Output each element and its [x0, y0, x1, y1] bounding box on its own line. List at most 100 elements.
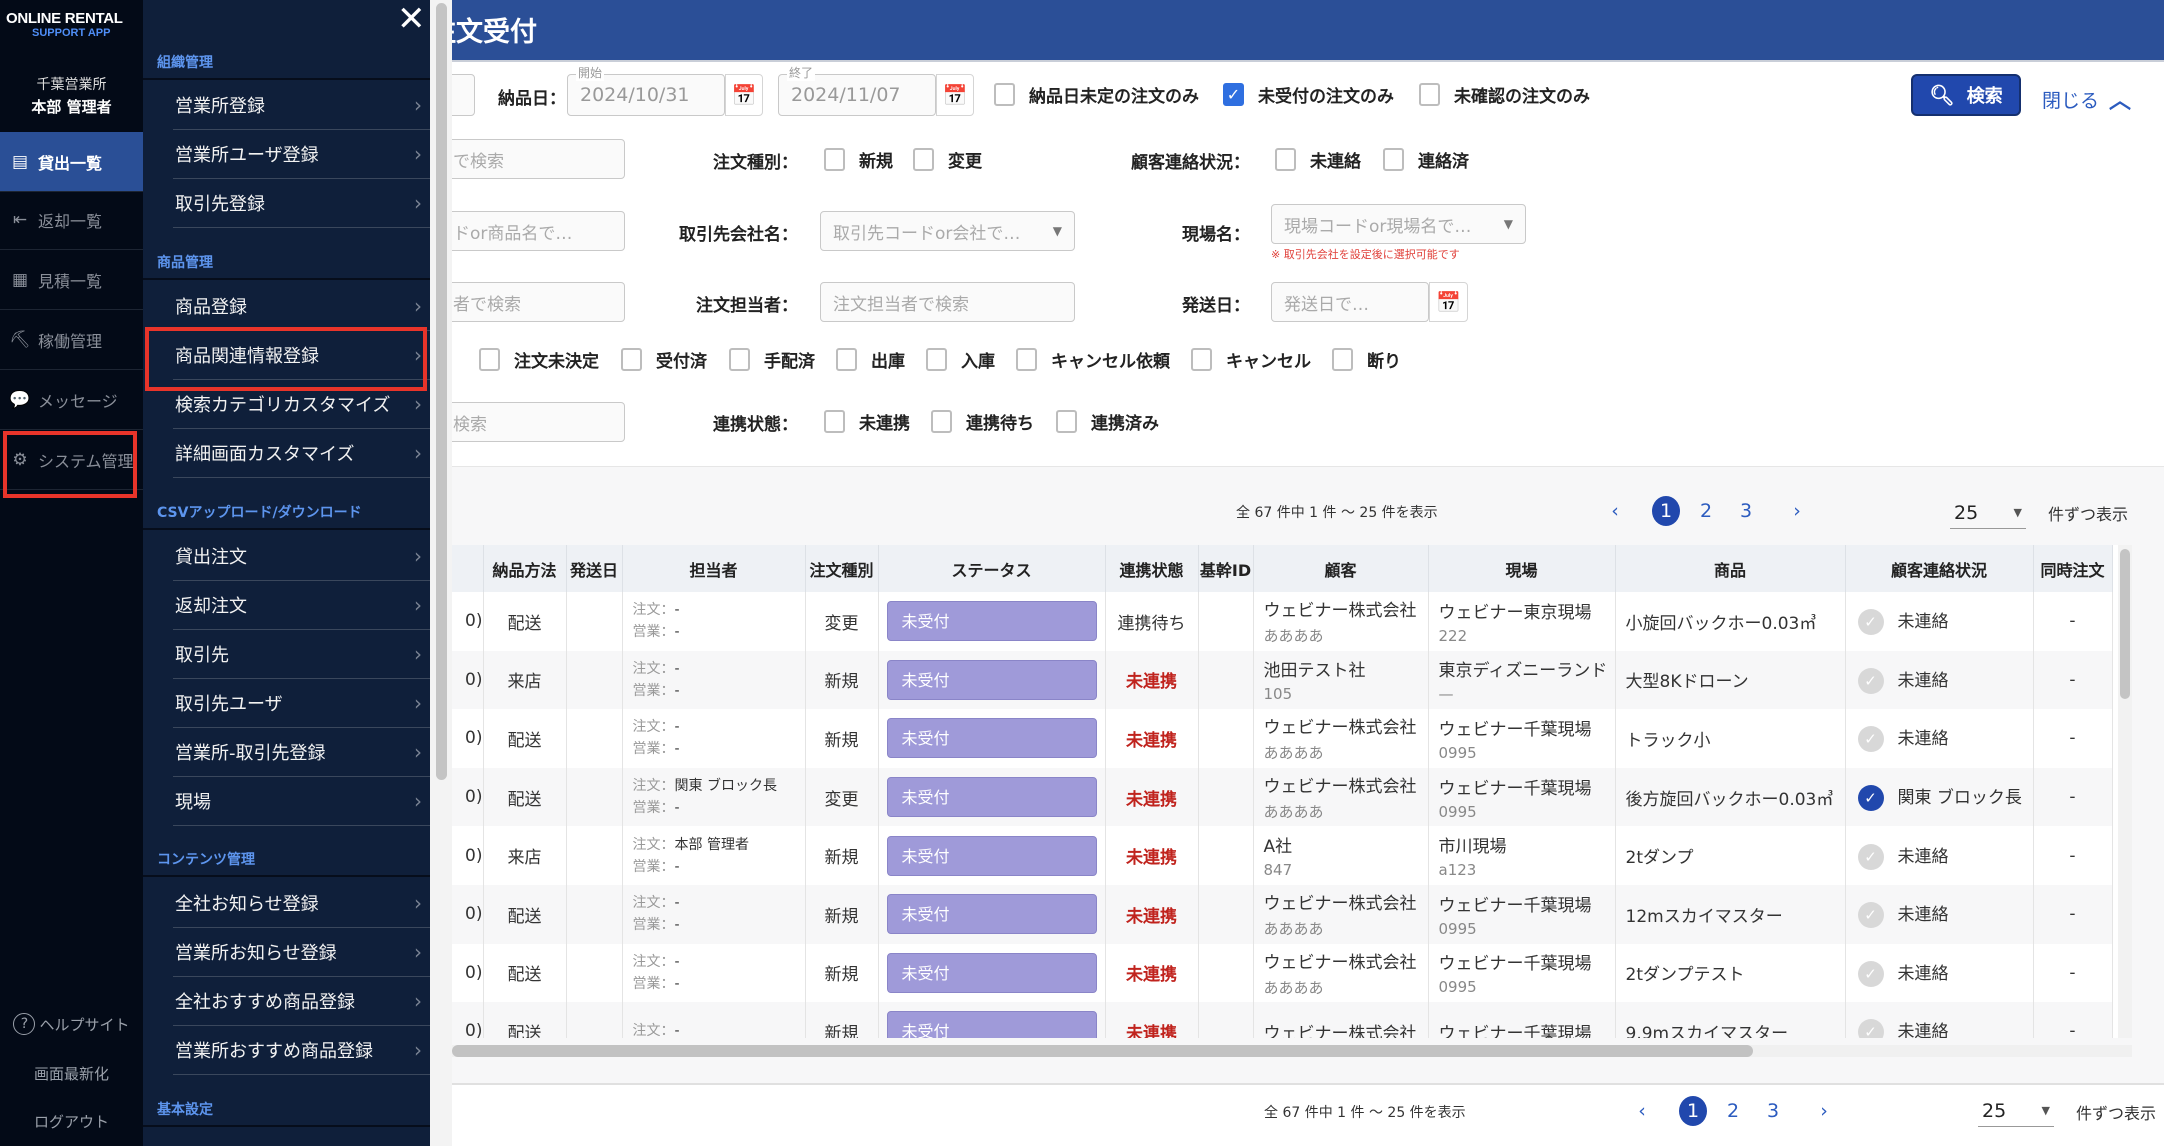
status-badge[interactable]: 未受付	[886, 777, 1097, 818]
prev-page-icon[interactable]: ‹	[1611, 500, 1619, 522]
check-circle-icon[interactable]: ✓	[1857, 785, 1884, 812]
left-search-input-2[interactable]: ドor商品名で…	[440, 211, 625, 251]
order-staff-input[interactable]: 注文担当者で検索	[820, 282, 1075, 322]
page-1[interactable]: 1	[1652, 496, 1680, 526]
close-filters-link[interactable]: 閉じる ︿	[2042, 83, 2131, 115]
checkbox-box[interactable]	[1383, 148, 1404, 171]
per-page-select-bottom[interactable]: 25 ▼	[1978, 1095, 2054, 1127]
menu-item[interactable]: 営業所ユーザ登録 ›	[173, 130, 430, 179]
refresh-link[interactable]: 画面最新化	[33, 1065, 109, 1083]
next-page-icon[interactable]: ›	[1820, 1100, 1828, 1122]
checkbox-box[interactable]	[479, 348, 500, 371]
check-circle-icon[interactable]: ✓	[1857, 609, 1884, 636]
status-badge[interactable]: 未受付	[886, 894, 1097, 935]
column-header[interactable]	[452, 545, 484, 592]
table-row[interactable]: 0) 配送 注文：- 営業：- 変更 未受付 連携待ち ウェビナー株式会社 ああああ ウェビナー東…	[452, 592, 2113, 651]
check-circle-icon[interactable]: ✓	[1857, 902, 1884, 929]
left-search-input-1[interactable]: で検索	[440, 139, 625, 179]
link-status-checkbox[interactable]: 未連携	[824, 409, 910, 434]
menu-item[interactable]: 貸出注文 ›	[173, 532, 430, 581]
sidebar-item-0[interactable]: ▤ 貸出一覧	[0, 132, 143, 192]
checkbox-box[interactable]	[1419, 83, 1440, 106]
checkbox-box[interactable]	[931, 410, 952, 433]
column-header[interactable]: 発送日	[566, 545, 623, 592]
checkbox-box[interactable]	[621, 348, 642, 371]
client-select[interactable]: 取引先コードor会社で… ▼	[820, 211, 1075, 251]
table-row[interactable]: 0) 配送 注文：- 新規 未受付 未連携 ウェビナー株式会社 ウェビナー千葉現場 9.9mスカ…	[452, 1002, 2113, 1038]
menu-item[interactable]: 営業所-取引先登録 ›	[173, 728, 430, 777]
column-header[interactable]: 担当者	[622, 545, 806, 592]
status-checkbox[interactable]: 入庫	[926, 347, 995, 372]
scrollbar-thumb[interactable]	[436, 3, 447, 780]
sidebar-item-2[interactable]: ▦ 見積一覧	[0, 250, 143, 310]
status-badge[interactable]: 未受付	[886, 601, 1097, 642]
delivery-end-input[interactable]: 2024/11/07	[778, 74, 936, 116]
status-checkbox[interactable]: 断り	[1332, 347, 1401, 372]
per-page-select[interactable]: 25 ▼	[1950, 497, 2026, 529]
menu-item[interactable]: 現場 ›	[173, 777, 430, 826]
checkbox-box[interactable]	[729, 348, 750, 371]
order-type-new-checkbox[interactable]: 新規	[824, 147, 893, 172]
menu-item[interactable]: 詳細画面カスタマイズ ›	[173, 429, 430, 478]
sidebar-item-5[interactable]: ⚙ システム管理	[0, 430, 143, 490]
scrollbar-thumb[interactable]	[2120, 549, 2130, 699]
checkbox-box[interactable]	[994, 83, 1015, 106]
status-checkbox[interactable]: 出庫	[836, 347, 905, 372]
site-select[interactable]: 現場コードor現場名で… ▼	[1271, 204, 1526, 244]
checkbox-box[interactable]	[1191, 348, 1212, 371]
check-circle-icon[interactable]: ✓	[1857, 843, 1884, 870]
menu-item[interactable]: 営業所登録 ›	[173, 81, 430, 130]
link-status-checkbox[interactable]: 連携済み	[1056, 409, 1159, 434]
table-row[interactable]: 0) 配送 注文：関東 ブロック長 営業：- 変更 未受付 未連携 ウェビナー株式会社 ああああ…	[452, 767, 2113, 827]
page-1[interactable]: 1	[1679, 1096, 1707, 1126]
column-header[interactable]: 同時注文	[2033, 545, 2113, 592]
menu-item[interactable]: 営業所おすすめ商品登録 ›	[173, 1026, 430, 1075]
page-3[interactable]: 3	[1766, 1100, 1780, 1122]
page-2[interactable]: 2	[1699, 500, 1713, 522]
checkbox-box[interactable]	[1016, 348, 1037, 371]
left-search-input-3[interactable]: 者で検索	[440, 282, 625, 322]
check-circle-icon[interactable]: ✓	[1857, 667, 1884, 694]
menu-item[interactable]: 返却注文 ›	[173, 581, 430, 630]
column-header[interactable]: 基幹ID	[1198, 545, 1254, 592]
calendar-icon[interactable]: 📅	[725, 74, 763, 116]
table-row[interactable]: 0) 配送 注文：- 営業：- 新規 未受付 未連携 ウェビナー株式会社 ああああ ウェビナー千葉…	[452, 943, 2113, 1003]
column-header[interactable]: 現場	[1428, 545, 1616, 592]
status-badge[interactable]: 未受付	[886, 659, 1097, 700]
status-checkbox[interactable]: 手配済	[729, 347, 815, 372]
checkbox-box[interactable]	[824, 148, 845, 171]
search-button[interactable]: 🔍︎ 検索	[1911, 74, 2021, 116]
page-scrollbar[interactable]	[430, 0, 452, 1146]
logout-link[interactable]: ログアウト	[33, 1113, 109, 1131]
sidebar-item-1[interactable]: ⇤ 返却一覧	[0, 190, 143, 250]
scrollbar-thumb[interactable]	[452, 1045, 1753, 1057]
checkbox-box[interactable]	[926, 348, 947, 371]
status-checkbox[interactable]: キャンセル依頼	[1016, 347, 1170, 372]
check-circle-icon[interactable]: ✓	[1857, 1019, 1884, 1038]
close-icon[interactable]: ✕	[397, 0, 426, 39]
table-row[interactable]: 0) 来店 注文：本部 管理者 営業：- 新規 未受付 未連携 A社 847 市川現場 a123 2t…	[452, 826, 2113, 885]
sidebar-item-3[interactable]: ⛏ 稼働管理	[0, 310, 143, 370]
column-header[interactable]: ステータス	[878, 545, 1106, 592]
sidebar-item-4[interactable]: 💬 メッセージ	[0, 370, 143, 430]
table-row[interactable]: 0) 来店 注文：- 営業：- 新規 未受付 未連携 池田テスト社 105 東京ディズニーランド —…	[452, 650, 2113, 710]
table-row[interactable]: 0) 配送 注文：- 営業：- 新規 未受付 未連携 ウェビナー株式会社 ああああ ウェビナー千葉…	[452, 709, 2113, 768]
status-checkbox[interactable]: 注文未決定	[479, 347, 599, 372]
checkbox-box[interactable]	[1332, 348, 1353, 371]
checkbox-box[interactable]	[824, 410, 845, 433]
prev-page-icon[interactable]: ‹	[1638, 1100, 1646, 1122]
status-checkbox[interactable]: 受付済	[621, 347, 707, 372]
menu-item[interactable]: 商品関連情報登録 ›	[173, 331, 430, 380]
unaccepted-only-checkbox[interactable]: ✓ 未受付の注文のみ	[1223, 82, 1394, 107]
column-header[interactable]: 顧客	[1253, 545, 1429, 592]
menu-item[interactable]: 全社おすすめ商品登録 ›	[173, 977, 430, 1026]
checkbox-box[interactable]: ✓	[1223, 83, 1244, 106]
ship-date-input[interactable]: 発送日で…	[1271, 282, 1429, 322]
status-checkbox[interactable]: キャンセル	[1191, 347, 1311, 372]
left-search-input-4[interactable]: 検索	[440, 402, 625, 442]
table-vertical-scrollbar[interactable]	[2118, 545, 2132, 1038]
column-header[interactable]: 商品	[1615, 545, 1846, 592]
table-row[interactable]: 0) 配送 注文：- 営業：- 新規 未受付 未連携 ウェビナー株式会社 ああああ ウェビナー千葉…	[452, 884, 2113, 944]
table-horizontal-scrollbar[interactable]	[452, 1045, 2132, 1057]
status-badge[interactable]: 未受付	[886, 835, 1097, 876]
